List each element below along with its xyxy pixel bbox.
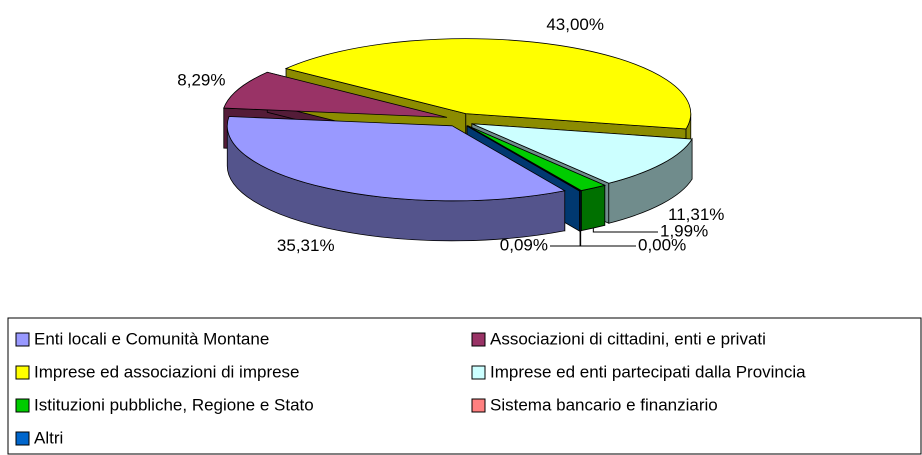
slice [467,125,606,191]
legend-box [7,317,922,455]
slice [284,38,692,130]
slice [226,116,566,202]
value-label: 0,00% [638,235,686,254]
slice [466,125,582,192]
legend-label: Imprese ed enti partecipati dalla Provin… [490,362,806,381]
leader-line [580,230,636,247]
value-label: 43,00% [546,15,604,34]
legend-label: Altri [34,428,63,447]
legend-label: Associazioni di cittadini, enti e privat… [490,329,766,348]
legend-swatch [15,332,30,347]
leader-line [550,230,581,247]
slice [471,123,693,184]
slice-side [579,190,582,232]
legend-swatch [15,365,30,380]
legend-label: Istituzioni pubbliche, Regione e Stato [34,395,314,414]
legend-label: Imprese ed associazioni di imprese [34,362,300,381]
slice-side [581,184,606,232]
value-label: 0,09% [500,235,548,254]
legend-label: Sistema bancario e finanziario [490,395,718,414]
legend-swatch [471,365,486,380]
legend-label: Enti locali e Comunità Montane [34,329,269,348]
legend-swatch [471,398,486,413]
value-label: 35,31% [277,236,335,255]
value-label: 8,29% [177,70,225,89]
legend-swatch [15,431,30,446]
leader-line [592,228,658,233]
value-label: 11,31% [668,205,724,224]
slice [223,71,448,118]
legend-swatch [471,332,486,347]
value-label: 1,99% [660,221,708,240]
legend-swatch [15,398,30,413]
